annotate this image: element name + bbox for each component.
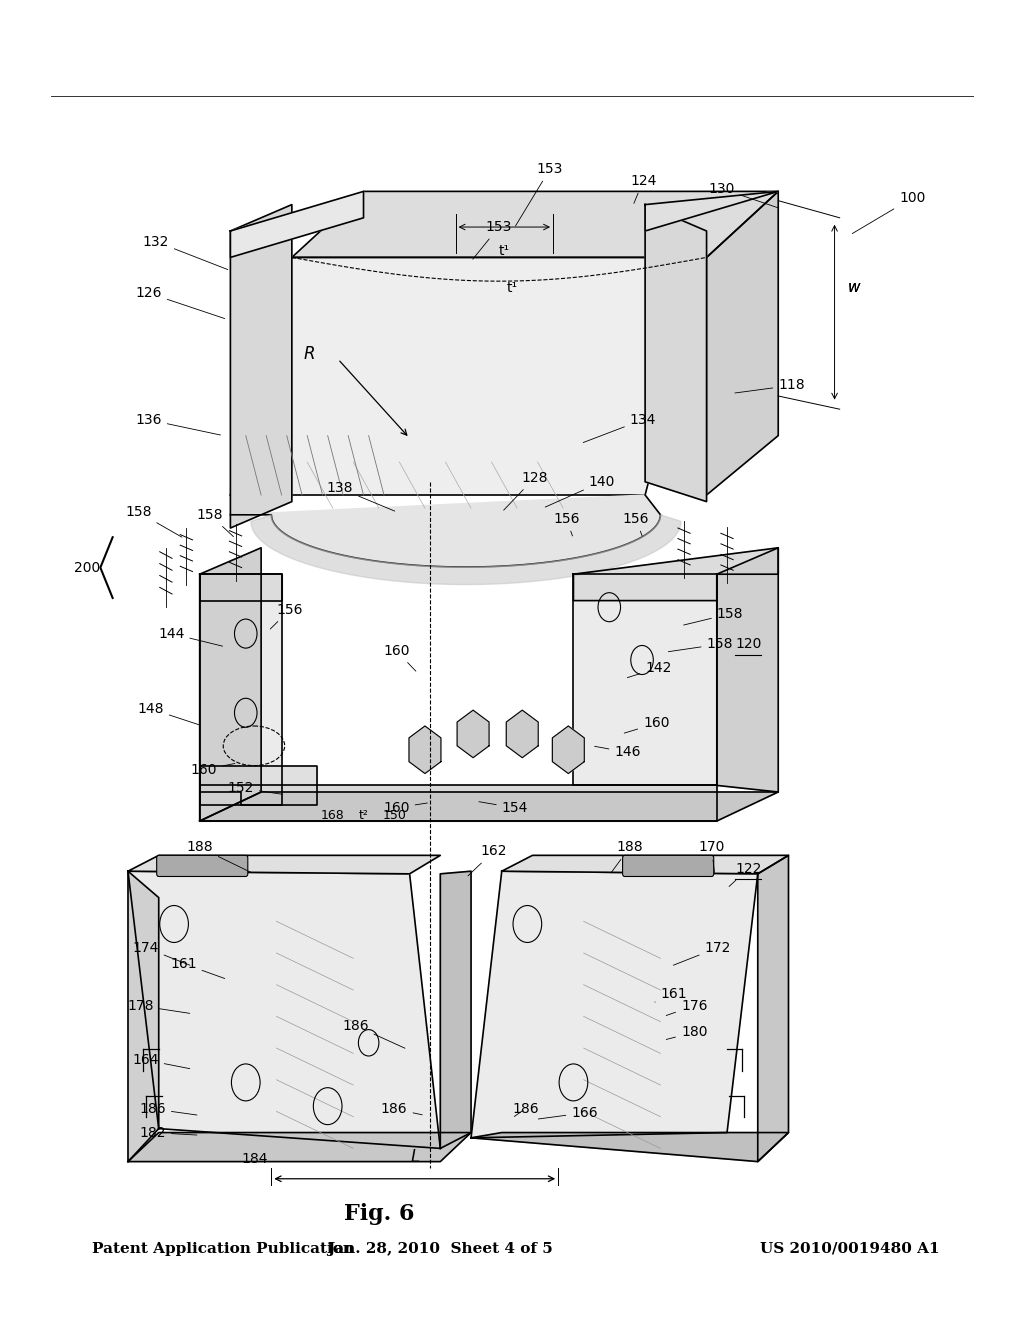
Text: Fig. 6: Fig. 6	[344, 1204, 414, 1225]
Polygon shape	[409, 726, 441, 774]
Text: w: w	[848, 280, 860, 296]
Text: 186: 186	[512, 1102, 539, 1117]
Text: 153: 153	[515, 162, 563, 226]
FancyBboxPatch shape	[157, 855, 248, 876]
Polygon shape	[440, 871, 471, 1148]
Text: 168: 168	[321, 809, 345, 822]
Text: 184: 184	[242, 1152, 268, 1166]
Polygon shape	[128, 871, 440, 1148]
Text: 160: 160	[625, 717, 670, 733]
Text: 100: 100	[852, 191, 926, 234]
Text: 152: 152	[227, 781, 282, 795]
Polygon shape	[292, 191, 778, 257]
Text: 124: 124	[630, 174, 656, 203]
Text: 144: 144	[158, 627, 222, 647]
Text: 180: 180	[667, 1026, 708, 1039]
Text: 158: 158	[684, 607, 743, 626]
Text: 150: 150	[382, 809, 407, 822]
Text: 130: 130	[709, 182, 777, 207]
Polygon shape	[552, 726, 585, 774]
Text: t¹: t¹	[499, 244, 509, 259]
Text: 128: 128	[504, 471, 548, 510]
Text: 140: 140	[545, 475, 615, 507]
Polygon shape	[645, 191, 778, 231]
Text: 162: 162	[468, 845, 507, 876]
Text: 134: 134	[584, 413, 656, 442]
Text: 161: 161	[170, 957, 224, 978]
Text: t²: t²	[358, 809, 369, 822]
Text: 158: 158	[125, 506, 182, 537]
Polygon shape	[758, 855, 788, 1162]
Polygon shape	[471, 871, 758, 1138]
Text: 188: 188	[186, 841, 252, 873]
Polygon shape	[200, 785, 717, 821]
Polygon shape	[573, 574, 717, 785]
Polygon shape	[251, 515, 681, 585]
Text: L: L	[410, 1147, 420, 1166]
Text: 158: 158	[197, 508, 233, 537]
Text: 166: 166	[539, 1106, 598, 1119]
Text: Jan. 28, 2010  Sheet 4 of 5: Jan. 28, 2010 Sheet 4 of 5	[328, 1242, 553, 1255]
Text: 156: 156	[623, 512, 649, 536]
Text: t¹: t¹	[507, 281, 518, 294]
Text: 186: 186	[342, 1019, 406, 1048]
Text: 138: 138	[327, 482, 394, 511]
Text: 176: 176	[667, 999, 708, 1015]
Text: 142: 142	[628, 661, 672, 677]
Polygon shape	[457, 710, 489, 758]
Text: 158: 158	[669, 638, 733, 652]
Polygon shape	[128, 855, 440, 874]
Polygon shape	[707, 191, 778, 495]
Text: 132: 132	[142, 235, 227, 269]
Text: US 2010/0019480 A1: US 2010/0019480 A1	[760, 1242, 940, 1255]
Text: 153: 153	[473, 220, 512, 259]
Polygon shape	[230, 205, 292, 528]
Text: w: w	[848, 280, 860, 296]
Text: 188: 188	[611, 841, 643, 873]
Text: Patent Application Publication: Patent Application Publication	[92, 1242, 354, 1255]
Text: 126: 126	[135, 286, 224, 318]
Text: 160: 160	[383, 644, 416, 671]
Polygon shape	[200, 548, 261, 821]
Text: 164: 164	[132, 1053, 189, 1069]
Text: 120: 120	[735, 638, 762, 651]
Text: 154: 154	[479, 801, 528, 814]
Text: 161: 161	[654, 987, 687, 1002]
Text: 160: 160	[190, 763, 234, 776]
Polygon shape	[200, 792, 778, 821]
Text: 156: 156	[270, 603, 303, 630]
Text: 172: 172	[674, 941, 731, 965]
FancyBboxPatch shape	[623, 855, 714, 876]
Polygon shape	[573, 548, 778, 601]
Polygon shape	[200, 766, 317, 805]
Polygon shape	[502, 855, 788, 874]
Polygon shape	[128, 871, 159, 1162]
Text: 160: 160	[383, 801, 427, 814]
Polygon shape	[200, 574, 282, 601]
Polygon shape	[717, 548, 778, 792]
Text: 148: 148	[137, 702, 200, 725]
Polygon shape	[230, 257, 707, 495]
Text: 118: 118	[735, 379, 805, 393]
Text: 146: 146	[595, 746, 641, 759]
Text: R: R	[304, 345, 315, 363]
Text: 186: 186	[381, 1102, 422, 1115]
Polygon shape	[645, 205, 707, 502]
Polygon shape	[230, 495, 660, 568]
Text: 136: 136	[135, 413, 220, 436]
Polygon shape	[200, 574, 282, 805]
Text: 182: 182	[139, 1126, 197, 1139]
Text: 122: 122	[729, 862, 762, 887]
Text: 178: 178	[127, 999, 189, 1014]
Polygon shape	[230, 191, 364, 257]
Text: 156: 156	[553, 512, 580, 536]
Text: 186: 186	[139, 1102, 197, 1115]
Text: 200: 200	[74, 561, 100, 574]
Text: 170: 170	[698, 841, 725, 873]
Text: 174: 174	[132, 941, 189, 965]
Polygon shape	[128, 1133, 471, 1162]
Polygon shape	[471, 1133, 788, 1162]
Polygon shape	[506, 710, 539, 758]
